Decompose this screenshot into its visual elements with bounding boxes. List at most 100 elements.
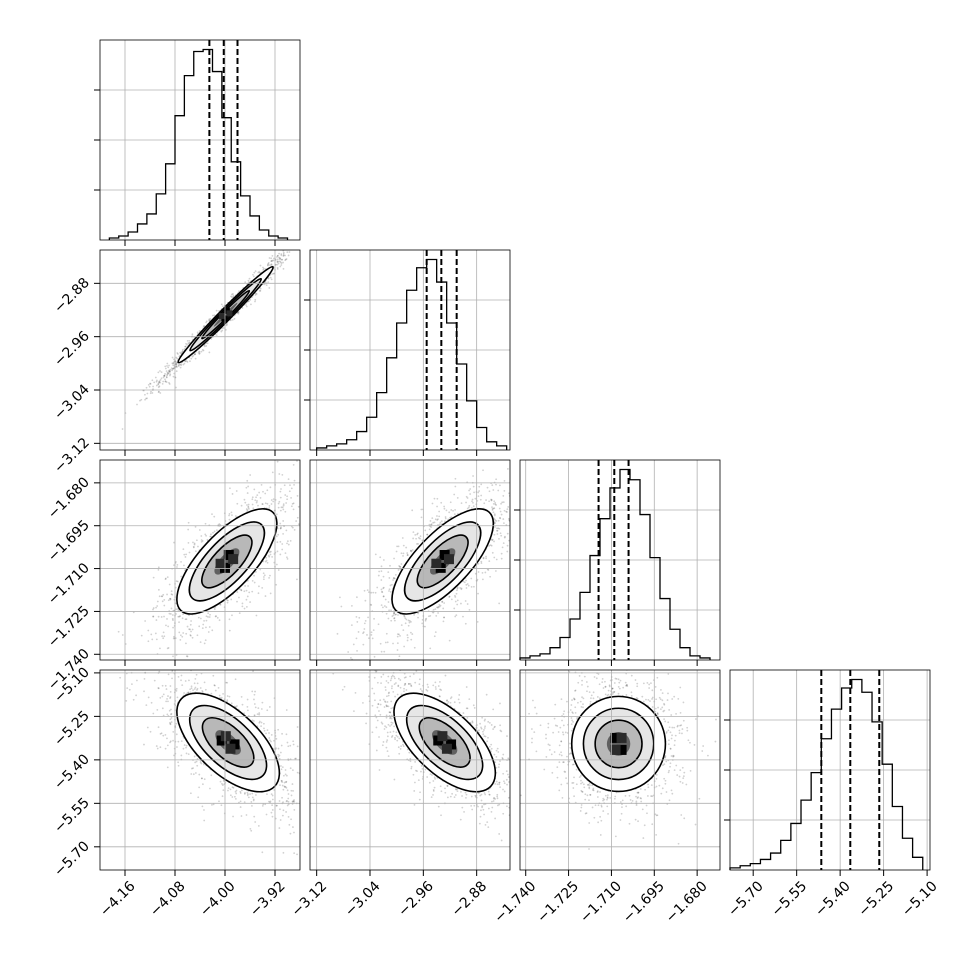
scatter-point [140,634,143,637]
scatter-point [297,246,299,248]
scatter-point [175,386,177,389]
scatter-point [283,484,286,487]
scatter-point [271,273,273,275]
scatter-point [245,589,248,592]
scatter-point [208,351,211,354]
scatter-point [190,773,193,775]
scatter-point [201,540,204,542]
scatter-point [230,511,233,514]
scatter-point [186,339,189,342]
scatter-point [404,622,407,625]
scatter-point [187,528,190,531]
scatter-point [420,508,423,511]
scatter-point [236,502,239,505]
scatter-point [175,361,178,364]
scatter-point [195,760,198,763]
scatter-point [208,626,211,628]
scatter-point [281,473,284,476]
scatter-point [181,635,184,638]
scatter-point [287,241,289,243]
scatter-point [424,625,426,628]
scatter-point [279,261,282,264]
scatter-point [232,293,234,295]
scatter-point [453,513,456,516]
scatter-point [289,484,291,487]
scatter-point [280,253,283,255]
scatter-point [256,713,259,716]
scatter-point [219,696,221,699]
panel-frame [309,249,511,451]
scatter-point [493,507,496,510]
scatter-point [166,365,168,367]
scatter-point [429,520,432,522]
scatter-point [243,590,246,593]
scatter-point [275,563,278,566]
scatter-point [382,606,384,609]
scatter-point [267,262,270,264]
scatter-point [303,757,305,759]
scatter-point [284,510,287,513]
scatter-point [406,552,409,554]
scatter-point [168,583,171,586]
scatter-point [408,621,411,624]
scatter-point [434,608,437,611]
scatter-point [393,665,395,667]
scatter-point [226,323,228,326]
scatter-point [435,614,438,617]
scatter-point [225,324,228,327]
scatter-point [399,565,401,568]
scatter-point [282,251,285,254]
scatter-point [456,497,459,499]
scatter-point [367,591,370,594]
scatter-point [168,381,170,384]
scatter-point [301,760,303,762]
scatter-point [149,382,151,385]
scatter-point [425,617,428,620]
scatter-point [281,766,284,769]
scatter-point [165,370,168,373]
scatter-point [419,535,422,538]
scatter-point [289,539,292,542]
scatter-point [161,684,164,687]
scatter-point [194,525,197,528]
scatter-point [413,613,416,616]
scatter-point [511,522,513,524]
panel-background [100,250,300,450]
scatter-point [492,489,495,491]
scatter-point [453,493,456,496]
scatter-point [473,491,475,494]
scatter-point [244,792,246,794]
scatter-point [272,498,275,501]
scatter-point [477,592,479,595]
scatter-point [266,793,268,796]
scatter-point [218,523,221,525]
scatter-point [170,713,172,716]
scatter-point [480,562,483,564]
scatter-point [383,650,386,653]
scatter-point [145,704,148,707]
scatter-point [456,603,459,606]
scatter-point [407,619,410,622]
scatter-point [270,503,273,505]
scatter-point [285,258,288,260]
scatter-point [381,590,383,593]
scatter-point [472,505,475,508]
panel-content [336,468,513,667]
scatter-point [204,533,207,536]
scatter-point [483,502,486,505]
scatter-point [185,553,188,556]
scatter-point [156,747,159,750]
scatter-point [185,746,187,749]
scatter-point [448,639,451,642]
scatter-point [421,622,424,625]
scatter-point [159,381,162,384]
scatter-point [372,629,375,632]
scatter-point [243,607,246,610]
scatter-point [281,548,284,551]
scatter-point [175,356,178,359]
scatter-point [499,510,502,513]
scatter-point [140,398,143,401]
scatter-point [493,513,496,516]
scatter-point [252,507,255,510]
scatter-point [271,254,274,257]
